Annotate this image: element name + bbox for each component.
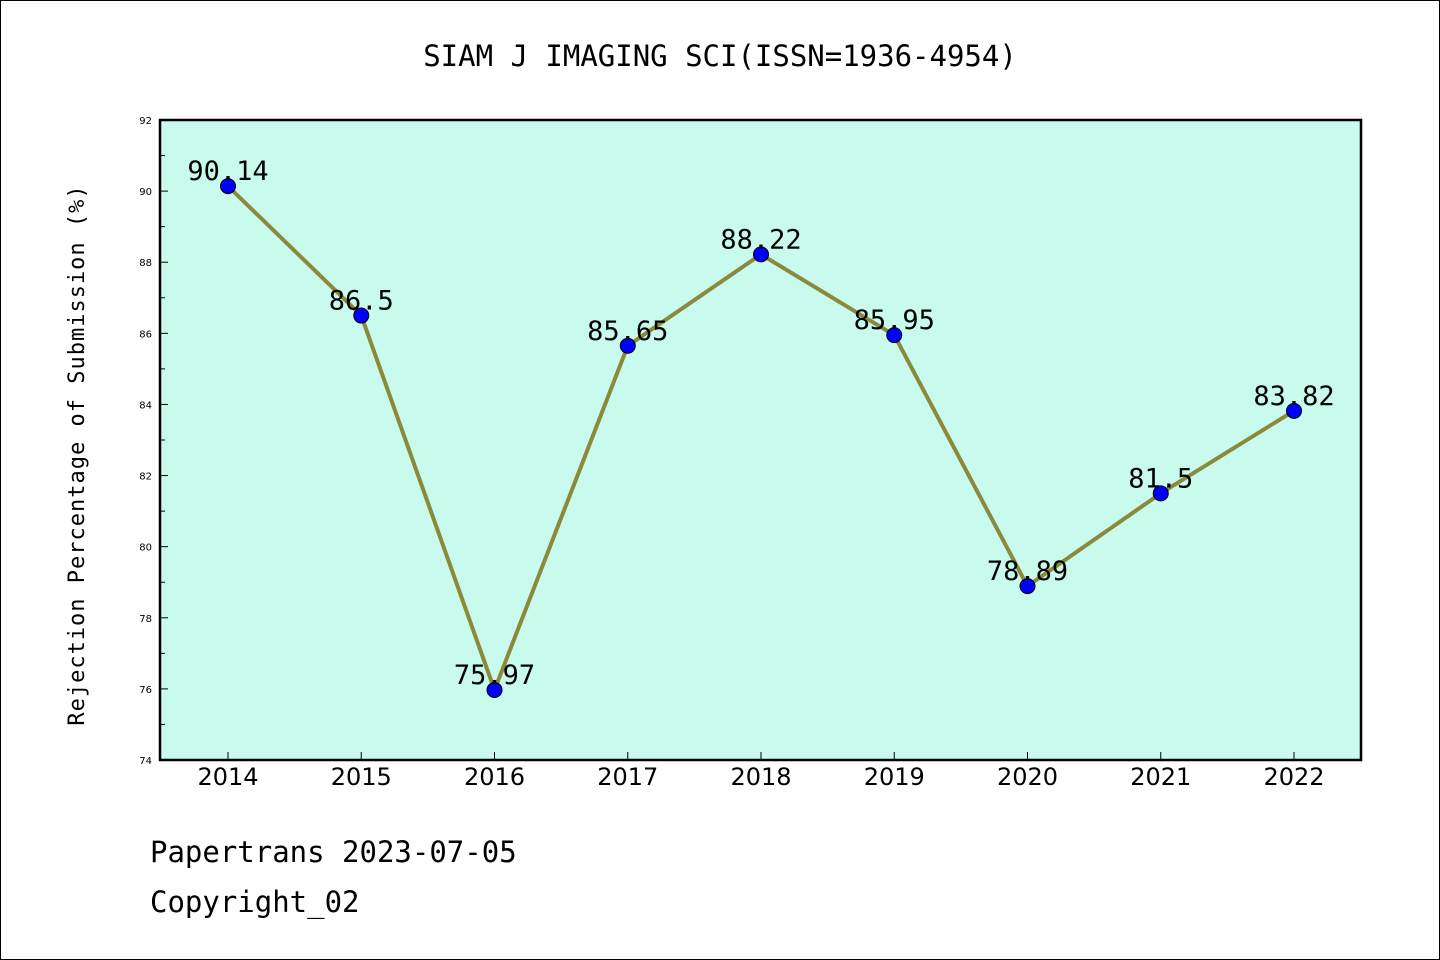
x-axis: 2014 2015 2016 2017 2018 2019 2020 2021 2022 — [197, 752, 1325, 791]
y-tick-label: 84 — [139, 400, 152, 411]
data-label: 81.5 — [1128, 463, 1193, 494]
footer-date: Papertrans 2023-07-05 — [150, 835, 517, 869]
footer-copyright: Copyright_02 — [150, 885, 360, 919]
y-tick-label: 86 — [139, 329, 152, 340]
data-label: 83.82 — [1253, 381, 1334, 412]
data-point — [753, 246, 769, 263]
data-point — [619, 337, 636, 354]
y-tick-label: 80 — [139, 543, 152, 554]
x-tick-label: 2014 — [197, 763, 258, 791]
data-point — [1152, 485, 1169, 502]
data-point — [353, 307, 370, 324]
y-tick-label: 82 — [139, 472, 152, 483]
y-tick-label: 92 — [139, 116, 152, 127]
y-tick-label: 88 — [139, 258, 152, 269]
y-tick-label: 76 — [139, 685, 152, 696]
data-label: 86.5 — [329, 286, 394, 317]
data-point — [1019, 578, 1036, 595]
x-tick-label: 2019 — [864, 763, 925, 791]
data-label: 85.95 — [854, 305, 935, 336]
data-label: 90.14 — [187, 156, 268, 187]
x-tick-label: 2018 — [730, 763, 791, 791]
data-label: 88.22 — [720, 224, 801, 255]
x-tick-label: 2020 — [997, 763, 1058, 791]
y-tick-label: 78 — [139, 614, 152, 625]
data-label: 78.89 — [987, 556, 1068, 587]
x-tick-label: 2016 — [464, 763, 525, 791]
x-tick-label: 2015 — [331, 763, 392, 791]
data-label: 75.97 — [454, 660, 535, 691]
data-point — [220, 178, 236, 195]
x-tick-label: 2021 — [1130, 763, 1191, 791]
y-tick-label: 90 — [139, 187, 152, 198]
plot-area — [158, 118, 1363, 762]
data-point — [1286, 402, 1302, 419]
data-label: 85.65 — [587, 316, 668, 347]
x-tick-label: 2022 — [1263, 763, 1324, 791]
chart-title: SIAM J IMAGING SCI(ISSN=1936-4954) — [423, 39, 1017, 73]
x-tick-label: 2017 — [597, 763, 658, 791]
series-group: 90.14 86.5 75.97 85.65 88.22 85.95 78.89 81.5 83… — [187, 156, 1335, 698]
y-tick-label: 74 — [139, 756, 152, 767]
data-point — [486, 681, 503, 698]
data-point — [886, 327, 903, 344]
y-axis-label: Rejection Percentage of Submission (%) — [65, 184, 90, 725]
y-axis: 74 76 78 80 82 84 86 88 90 92 — [139, 116, 168, 767]
